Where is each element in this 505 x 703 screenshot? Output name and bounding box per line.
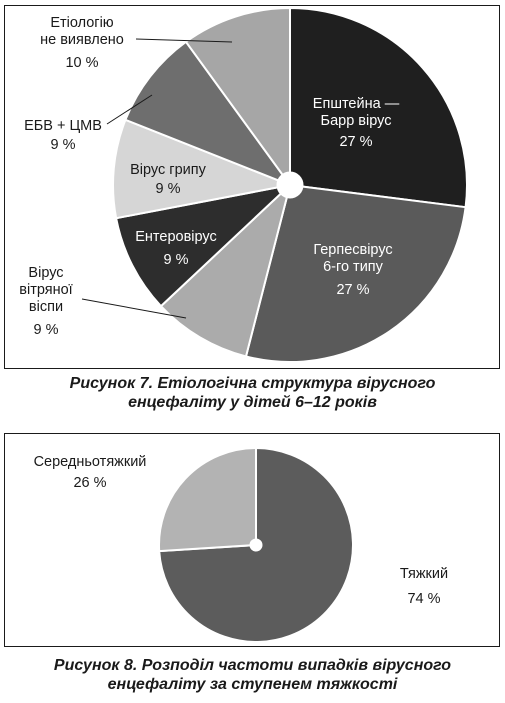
caption-line: енцефаліту у дітей 6–12 років: [128, 394, 377, 411]
slice-label: Тяжкий: [400, 566, 448, 582]
figure-caption-8: Рисунок 8. Розподіл частоти випадків вір…: [0, 656, 505, 694]
caption-line: Рисунок 8. Розподіл частоти випадків вір…: [53, 657, 452, 674]
pie-center-hole: [276, 171, 304, 199]
slice-value-label: 74 %: [407, 591, 440, 607]
caption-line: Рисунок 7. Етіологічна структура вірусно…: [69, 375, 436, 392]
slice-label: Барр вірус: [321, 113, 392, 129]
slice-value-label: 26 %: [73, 475, 106, 491]
slice-label: Ентеровірус: [135, 229, 217, 245]
pie-chart-etiology: Епштейна —Барр вірус 27 % Герпесвірус6-го …: [19, 6, 468, 363]
caption-line: енцефаліту за ступенем тяжкості: [107, 676, 398, 693]
slice-label: Герпесвірус: [313, 242, 392, 258]
pie-slice: [289, 6, 468, 209]
slice-label: віспи: [29, 299, 63, 315]
pie-slice: [124, 40, 293, 188]
slice-value-label: 9 %: [51, 137, 76, 153]
slice-value-label: 9 %: [156, 181, 181, 197]
leader-line: [81, 298, 187, 319]
leader-line: [106, 94, 153, 125]
slice-label: Вірус: [28, 265, 63, 281]
pie-slice: [159, 181, 292, 358]
slice-label: Вірус грипу: [130, 162, 206, 178]
slice-label: Етіологію: [50, 15, 113, 31]
slice-label: 6-го типу: [323, 259, 384, 275]
pie-slice: [184, 6, 291, 189]
slice-value-label: 10 %: [65, 55, 98, 71]
slice-value-label: 27 %: [339, 134, 372, 150]
slice-value-label: 27 %: [336, 282, 369, 298]
slice-label: ЕБВ + ЦМВ: [24, 118, 102, 134]
slice-value-label: 9 %: [164, 252, 189, 268]
slice-value-label: 9 %: [34, 322, 59, 338]
slice-label: Середньотяжкий: [34, 454, 147, 470]
figure-caption-7: Рисунок 7. Етіологічна структура вірусно…: [0, 374, 505, 412]
pie-slice: [114, 183, 294, 308]
slice-label: вітряної: [19, 282, 72, 298]
pie-chart-severity: Тяжкий 74 % Середньотяжкий 26 %: [34, 446, 448, 643]
slice-label: не виявлено: [40, 32, 124, 48]
pie-slice: [158, 446, 257, 553]
pie-center-hole: [249, 538, 263, 552]
slice-label: Епштейна —: [313, 96, 400, 112]
pie-slice: [112, 118, 294, 220]
pie-slice: [244, 183, 467, 363]
leader-line: [135, 38, 233, 43]
